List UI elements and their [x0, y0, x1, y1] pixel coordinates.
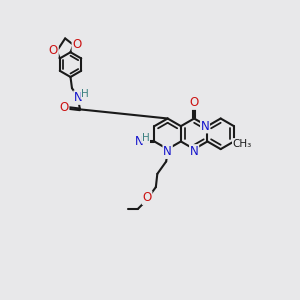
Text: N: N	[163, 145, 172, 158]
Text: O: O	[72, 38, 82, 51]
Text: O: O	[190, 96, 199, 109]
Text: O: O	[49, 44, 58, 57]
Text: N: N	[135, 135, 144, 148]
Text: O: O	[72, 38, 82, 51]
Text: H: H	[81, 89, 89, 99]
Text: N: N	[201, 120, 209, 133]
Text: N: N	[190, 145, 199, 158]
Text: H: H	[142, 133, 149, 143]
Text: CH₃: CH₃	[232, 139, 252, 149]
Text: N: N	[190, 145, 199, 158]
Text: O: O	[59, 101, 69, 114]
Text: O: O	[142, 191, 152, 204]
Text: N: N	[135, 135, 144, 148]
Text: O: O	[49, 44, 58, 57]
Text: CH₃: CH₃	[232, 139, 252, 149]
Text: O: O	[190, 96, 199, 109]
Text: H: H	[142, 133, 149, 143]
Text: N: N	[201, 120, 209, 133]
Text: O: O	[59, 101, 69, 114]
Text: N: N	[74, 91, 83, 104]
Text: N: N	[163, 145, 172, 158]
Text: H: H	[81, 89, 89, 99]
Text: O: O	[142, 191, 152, 204]
Text: N: N	[74, 91, 83, 104]
